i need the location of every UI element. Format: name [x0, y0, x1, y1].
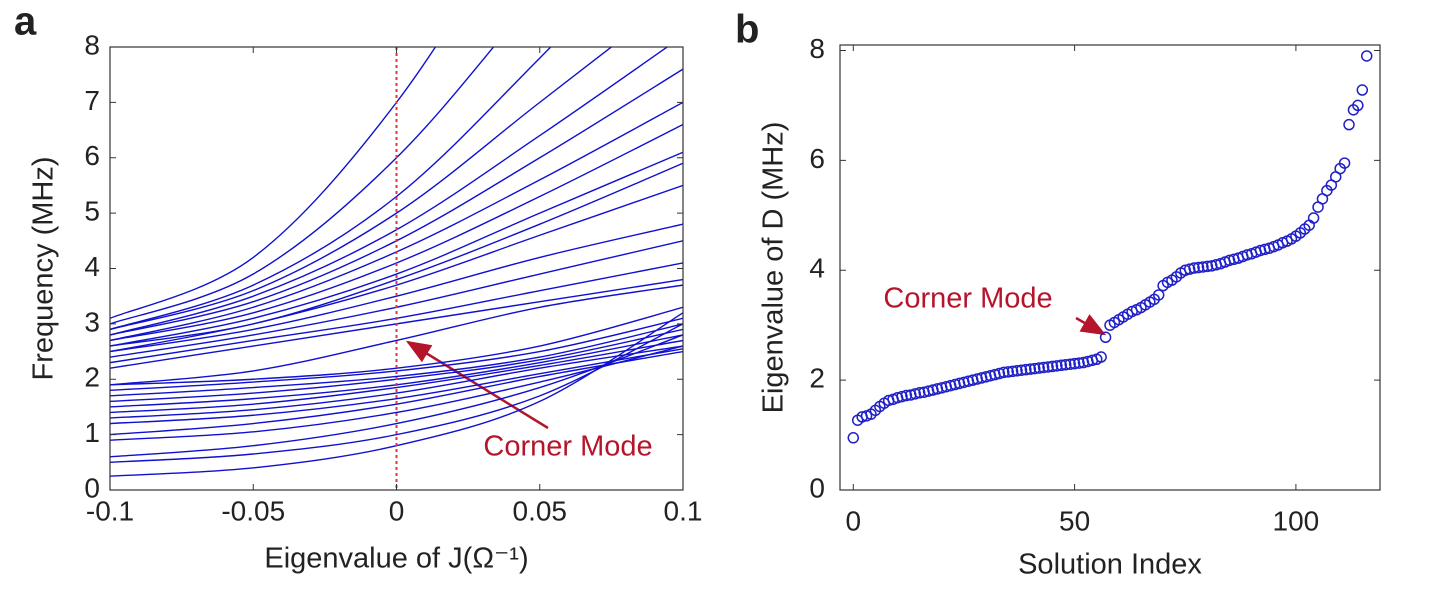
point: [1360, 50, 1373, 62]
curve: [110, 123, 683, 342]
curve: [110, 162, 683, 347]
x-tick-label: 100: [1273, 505, 1320, 536]
point: [1037, 361, 1050, 374]
y-tick-label: 2: [809, 363, 825, 394]
point: [1338, 157, 1351, 169]
x-tick-label: -0.1: [86, 495, 134, 526]
point: [847, 432, 860, 444]
point: [1006, 365, 1019, 378]
point: [1015, 364, 1028, 376]
point: [1033, 362, 1045, 374]
point: [1356, 84, 1369, 96]
y-tick-label: 7: [84, 85, 100, 116]
axes-frame: [839, 44, 1381, 491]
x-tick-label: 0: [389, 495, 405, 526]
y-tick-label: 5: [84, 196, 100, 227]
curve: [110, 334, 683, 458]
point: [1073, 357, 1085, 369]
curve: [110, 47, 437, 319]
x-tick-label: 50: [1059, 505, 1090, 536]
y-tick-label: 8: [809, 33, 825, 64]
point: [1046, 360, 1059, 373]
point: [1152, 289, 1165, 301]
curve: [110, 184, 683, 353]
y-tick-label: 3: [84, 306, 100, 337]
curve: [110, 317, 683, 392]
point: [1042, 361, 1054, 373]
y-tick-label: 0: [809, 472, 825, 503]
point: [1051, 360, 1063, 372]
curve: [110, 345, 683, 419]
point: [993, 367, 1006, 380]
curve: [110, 339, 683, 414]
point: [900, 389, 913, 402]
curve: [110, 47, 613, 331]
panel-label: b: [735, 8, 759, 52]
point: [1183, 263, 1196, 275]
point: [1352, 99, 1364, 112]
y-tick-label: 0: [84, 472, 100, 503]
curve: [110, 284, 683, 386]
point: [1002, 366, 1014, 378]
curve: [110, 223, 683, 353]
point: [1197, 261, 1209, 273]
point: [909, 388, 921, 400]
panel-label: a: [14, 0, 37, 44]
point: [998, 366, 1010, 379]
point: [1095, 351, 1107, 363]
x-axis-label: Eigenvalue of J(Ω⁻¹): [264, 543, 528, 575]
curve: [110, 323, 683, 397]
y-tick-label: 2: [84, 362, 100, 393]
point: [896, 390, 908, 403]
x-axis-label: Solution Index: [1018, 549, 1202, 581]
y-tick-label: 4: [84, 251, 100, 282]
point: [1188, 262, 1200, 274]
point: [1307, 212, 1320, 224]
point: [1059, 358, 1072, 371]
point: [1099, 331, 1112, 344]
y-tick-label: 6: [84, 140, 100, 171]
annotation: Corner Mode: [483, 431, 652, 463]
plot-area: [847, 50, 1373, 444]
y-axis-label: Eigenvalue of D (MHz): [758, 122, 790, 414]
annotation-arrow: [1075, 314, 1107, 336]
point: [1068, 357, 1081, 370]
curve: [110, 47, 552, 331]
point: [1024, 363, 1037, 375]
x-tick-label: 0: [845, 505, 861, 536]
curve: [110, 47, 495, 325]
curve: [110, 151, 683, 347]
curve: [110, 350, 683, 436]
point: [1201, 260, 1214, 273]
y-tick-label: 1: [84, 417, 100, 448]
annotation: Corner Mode: [883, 283, 1052, 315]
point: [1192, 261, 1205, 274]
x-tick-label: 0.05: [513, 495, 568, 526]
point: [1011, 365, 1023, 377]
y-axis-label: Frequency (MHz): [28, 157, 60, 381]
curve: [110, 306, 683, 386]
x-tick-label: 0.1: [664, 495, 703, 526]
point: [1343, 118, 1355, 131]
y-tick-label: 8: [84, 29, 100, 60]
point: [1029, 362, 1041, 375]
point: [1020, 363, 1032, 376]
y-tick-label: 6: [809, 143, 825, 174]
point: [1055, 359, 1068, 372]
point: [913, 387, 926, 399]
y-tick-label: 4: [809, 253, 825, 284]
curve: [110, 348, 683, 425]
x-tick-label: -0.05: [221, 495, 285, 526]
point: [1064, 358, 1076, 370]
